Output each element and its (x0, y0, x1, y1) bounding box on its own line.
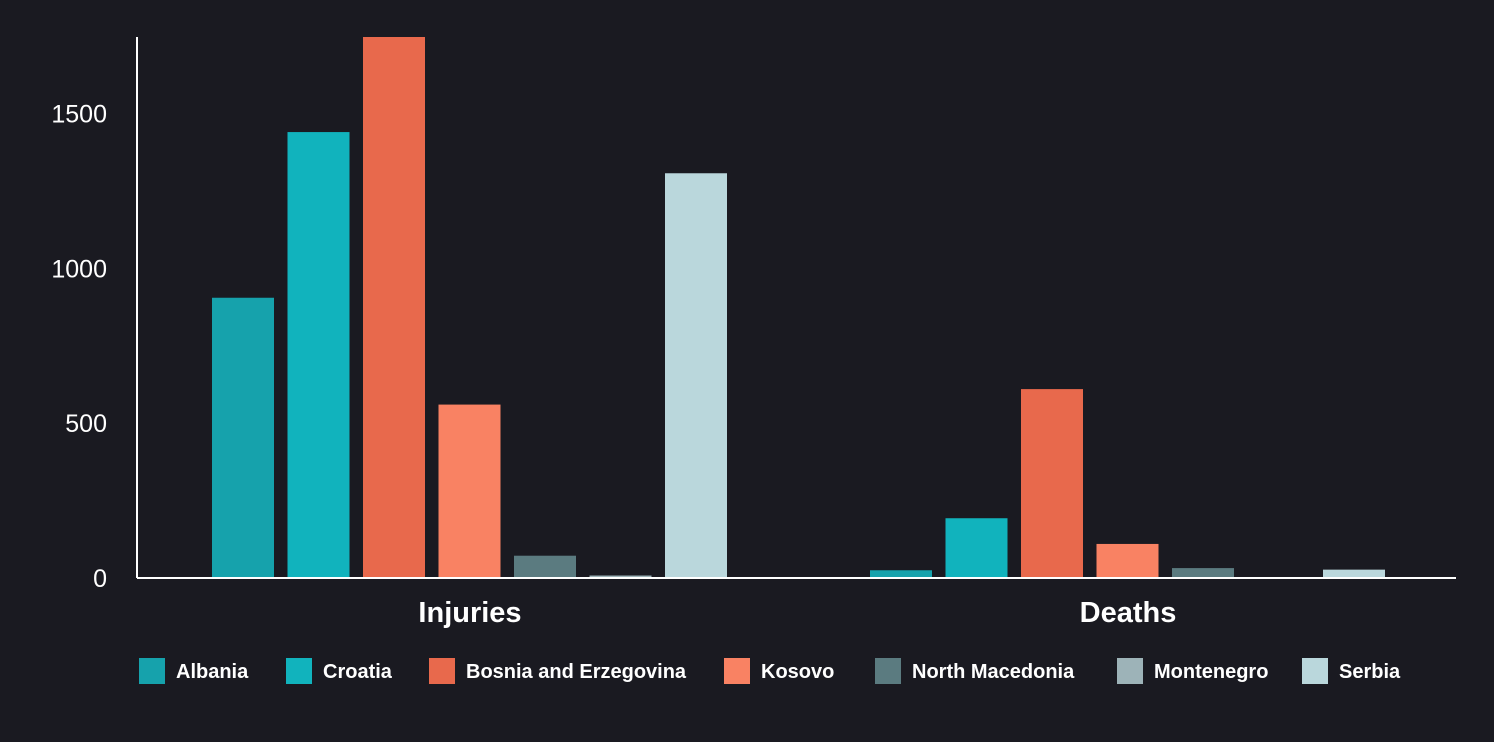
legend-item-kosovo: Kosovo (724, 658, 834, 684)
bar-north-macedonia-deaths (1172, 568, 1234, 578)
bars-group (212, 37, 1385, 579)
legend-item-croatia: Croatia (286, 658, 393, 684)
legend-label: Serbia (1339, 661, 1401, 683)
legend-item-north-macedonia: North Macedonia (875, 658, 1075, 684)
bar-kosovo-deaths (1096, 543, 1159, 578)
legend-item-serbia: Serbia (1302, 658, 1401, 684)
bar-serbia-injuries (665, 173, 727, 578)
bar-montenegro-injuries (589, 575, 652, 578)
y-tick-label: 0 (93, 565, 107, 593)
legend-item-bosnia-and-erzegovina: Bosnia and Erzegovina (429, 658, 687, 684)
x-category-label: Injuries (418, 597, 521, 629)
bar-albania-injuries (212, 297, 274, 578)
legend-swatch (139, 658, 165, 684)
x-category-labels: Injuries Deaths (418, 597, 1176, 629)
x-category-label: Deaths (1080, 597, 1177, 629)
bar-croatia-deaths (945, 518, 1008, 578)
bar-bosnia-and-erzegovina-injuries (363, 37, 425, 578)
legend-swatch (286, 658, 312, 684)
y-tick-label: 1500 (51, 100, 107, 128)
legend-label: Croatia (323, 661, 393, 683)
bar-albania-deaths (870, 570, 932, 578)
legend-swatch (724, 658, 750, 684)
y-tick-labels: 0 500 1000 1500 (51, 100, 107, 593)
legend-swatch (429, 658, 455, 684)
legend-label: Kosovo (761, 661, 834, 683)
legend-label: North Macedonia (912, 661, 1075, 683)
legend-swatch (1117, 658, 1143, 684)
bar-bosnia-and-erzegovina-deaths (1021, 389, 1083, 578)
legend-swatch (875, 658, 901, 684)
legend-item-montenegro: Montenegro (1117, 658, 1268, 684)
legend-label: Albania (176, 661, 249, 683)
legend-swatch (1302, 658, 1328, 684)
legend-item-albania: Albania (139, 658, 249, 684)
y-tick-label: 1000 (51, 255, 107, 283)
legend-label: Montenegro (1154, 661, 1268, 683)
y-tick-label: 500 (65, 410, 107, 438)
bar-north-macedonia-injuries (514, 555, 576, 578)
legend: Albania Croatia Bosnia and Erzegovina Kosov… (139, 658, 1401, 684)
legend-label: Bosnia and Erzegovina (466, 661, 687, 683)
bar-kosovo-injuries (438, 404, 501, 578)
bar-serbia-deaths (1323, 569, 1385, 578)
bar-croatia-injuries (287, 132, 350, 579)
